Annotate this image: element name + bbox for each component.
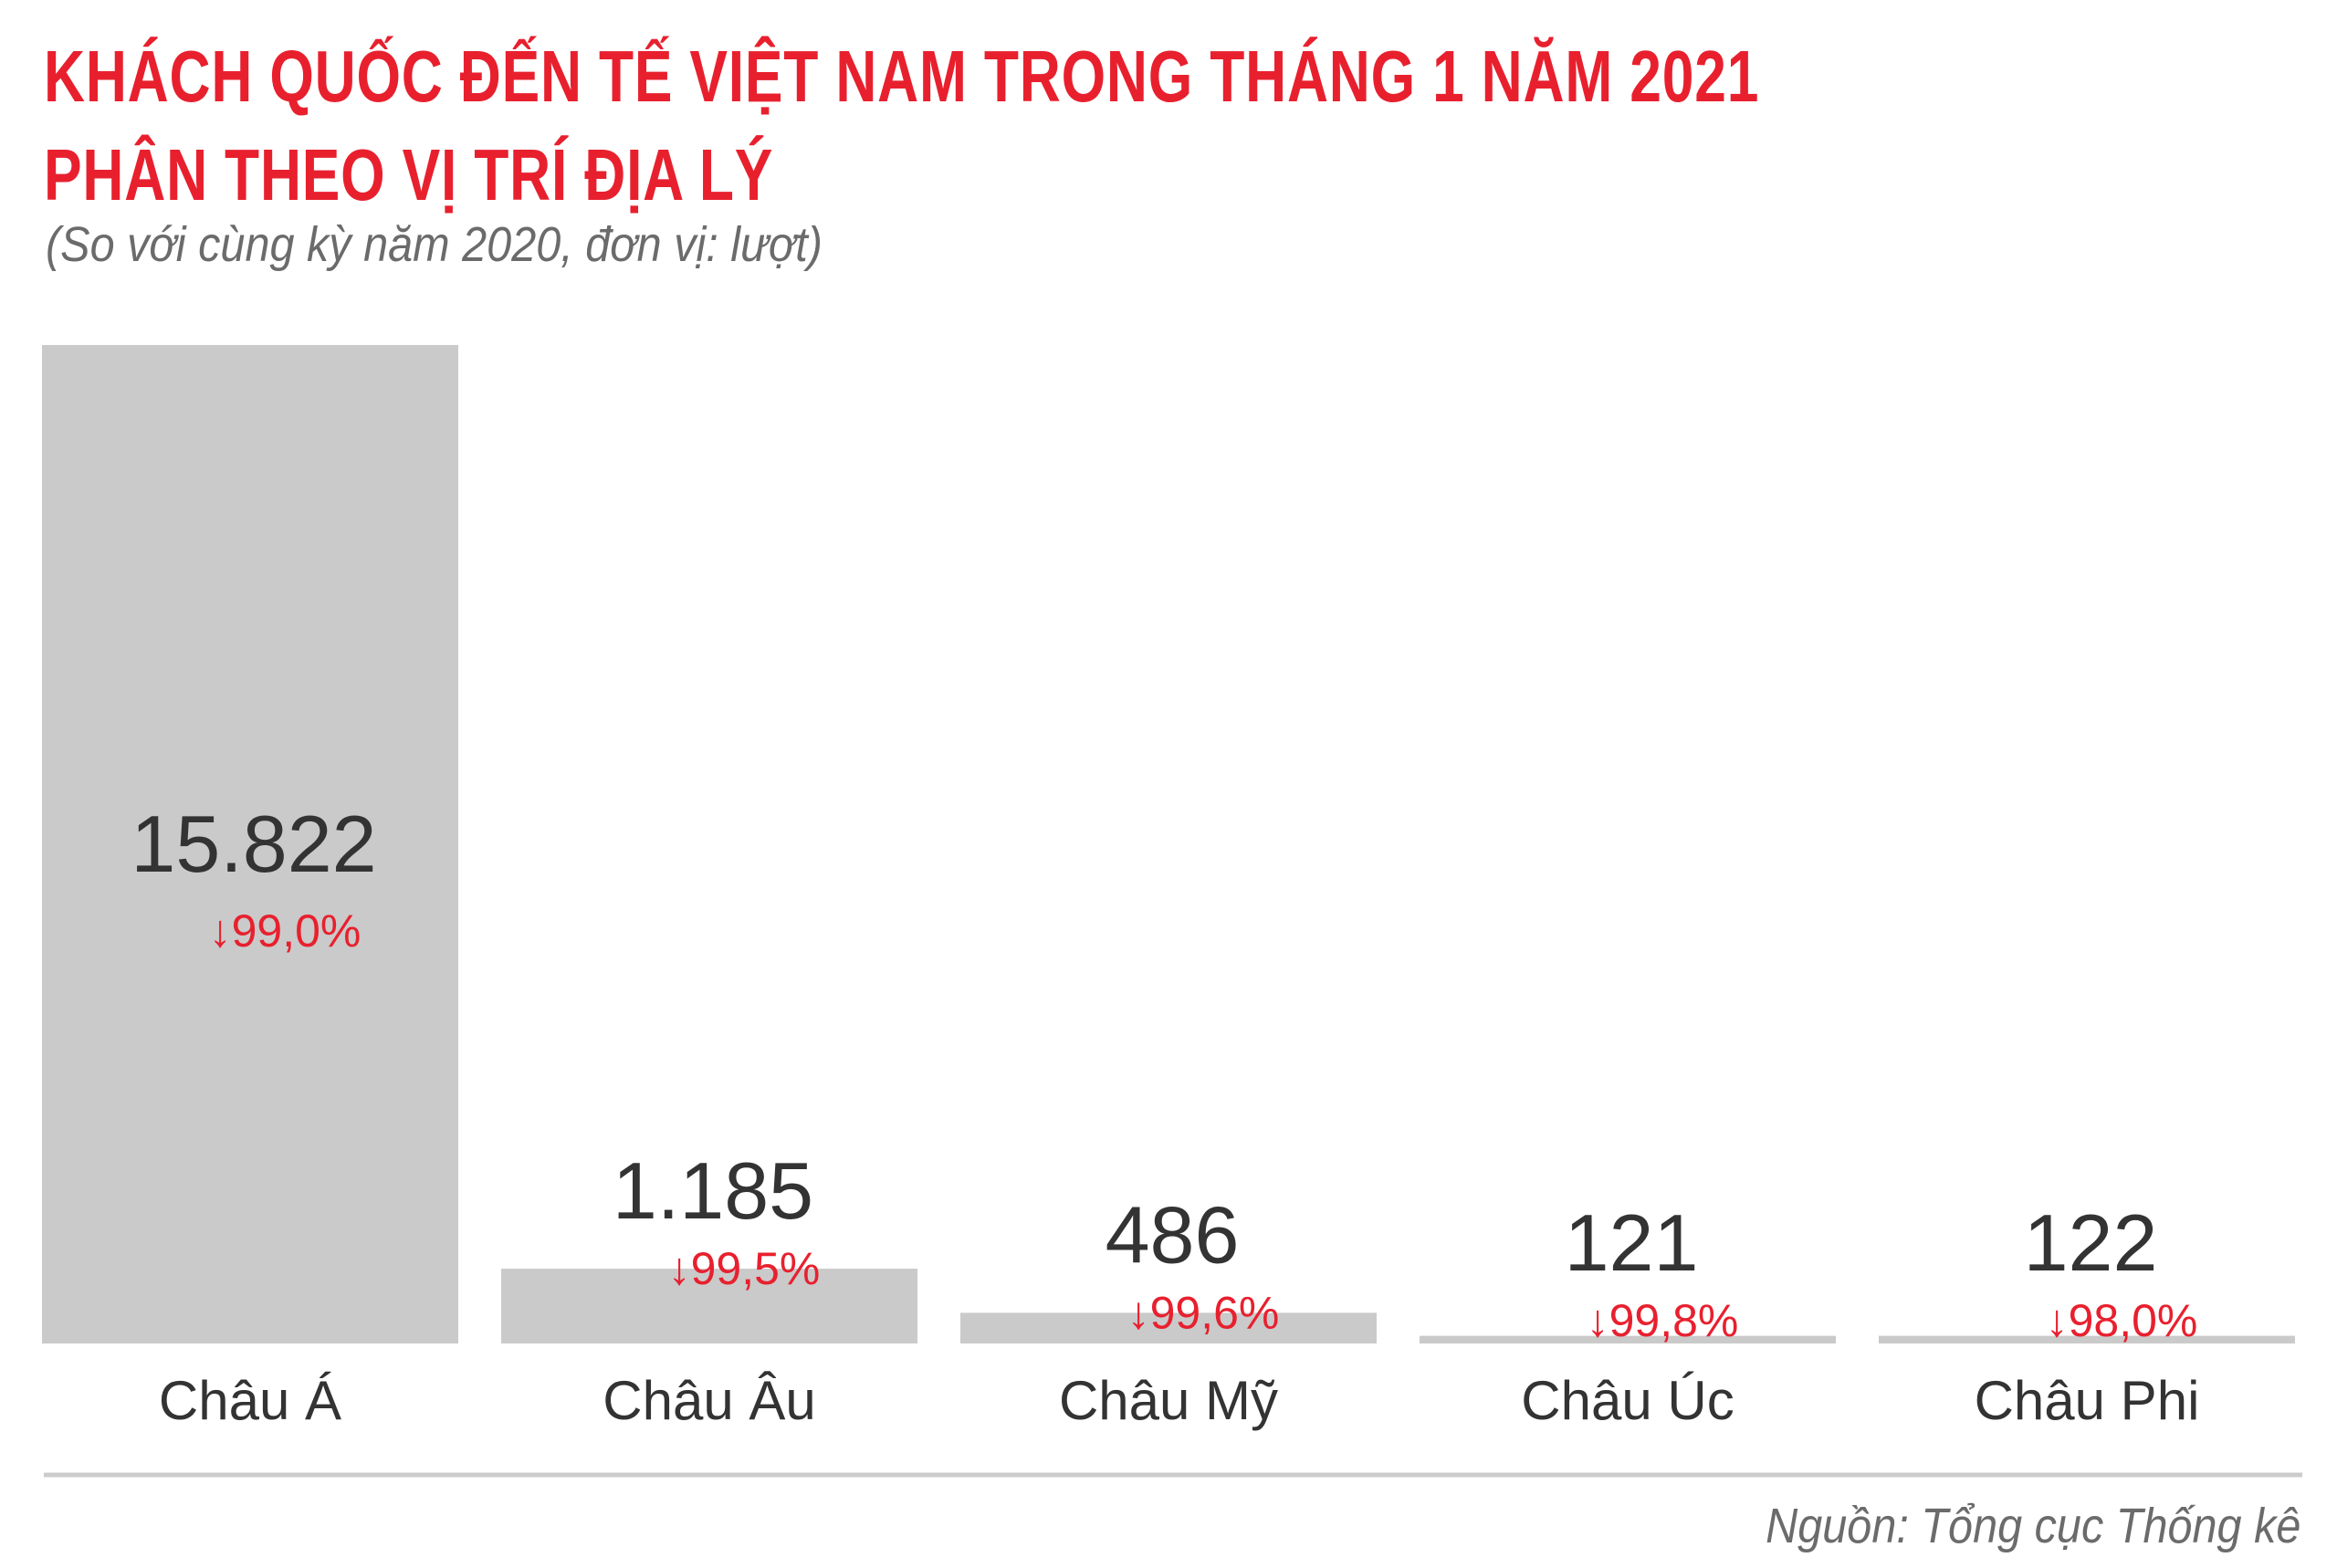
change-label: ↓99,5% <box>668 1243 821 1294</box>
value-label: 15.822 <box>131 799 376 889</box>
value-label: 122 <box>2024 1197 2158 1288</box>
chart-subtitle: (So với cùng kỳ năm 2020, đơn vị: lượt) <box>46 217 823 272</box>
change-label: ↓99,0% <box>209 905 362 956</box>
category-label: Châu Âu <box>603 1370 816 1431</box>
source-note: Nguồn: Tổng cục Thống kê <box>1765 1499 2300 1553</box>
category-label: Châu Phi <box>1975 1370 2200 1431</box>
chart-title: KHÁCH QUỐC ĐẾN TẾ VIỆT NAM TRONG THÁNG 1… <box>44 27 1759 225</box>
value-label: 121 <box>1565 1197 1699 1288</box>
value-label: 486 <box>1106 1189 1240 1280</box>
value-label: 1.185 <box>613 1145 813 1236</box>
change-label: ↓98,0% <box>2046 1295 2198 1346</box>
change-label: ↓99,8% <box>1587 1295 1739 1346</box>
title-line-1: KHÁCH QUỐC ĐẾN TẾ VIỆT NAM TRONG THÁNG 1… <box>44 36 1760 117</box>
category-label: Châu Mỹ <box>1059 1370 1278 1431</box>
change-label: ↓99,6% <box>1127 1287 1280 1338</box>
title-line-2: PHÂN THEO VỊ TRÍ ĐỊA LÝ <box>44 134 774 215</box>
bar <box>1420 1335 1836 1343</box>
bar <box>960 1312 1377 1343</box>
category-label: Châu Úc <box>1521 1370 1734 1431</box>
bar <box>1879 1335 2295 1343</box>
category-label: Châu Á <box>159 1370 341 1431</box>
bar <box>42 345 458 1343</box>
bar <box>501 1269 917 1343</box>
